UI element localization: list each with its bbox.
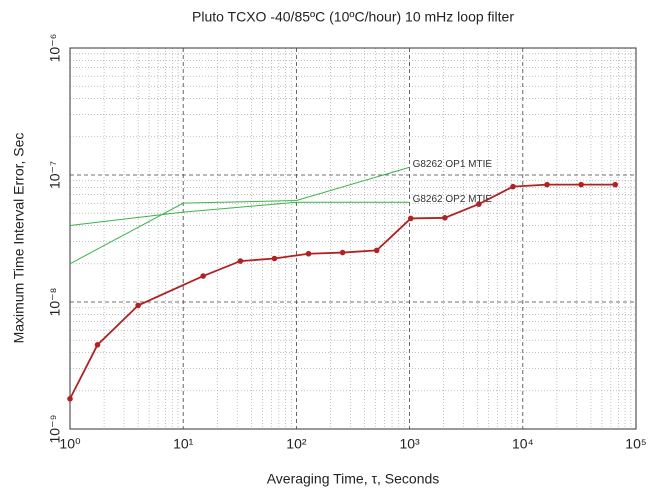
data-point xyxy=(95,342,101,348)
data-point xyxy=(67,396,73,402)
data-point xyxy=(200,273,206,279)
data-point xyxy=(544,182,550,188)
data-point xyxy=(476,201,482,207)
x-tick-label: 10⁵ xyxy=(625,436,646,452)
data-point xyxy=(578,182,584,188)
x-axis-label: Averaging Time, τ, Seconds xyxy=(267,471,440,487)
series-annotation: G8262 OP1 MTIE xyxy=(413,159,493,170)
chart: Pluto TCXO -40/85ºC (10ºC/hour) 10 mHz l… xyxy=(0,0,649,494)
x-tick-label: 10¹ xyxy=(173,436,194,452)
data-point xyxy=(135,303,141,309)
x-tick-label: 10⁴ xyxy=(512,436,534,452)
y-tick-label: 10⁻⁸ xyxy=(47,287,63,316)
data-point xyxy=(340,250,346,256)
x-tick-label: 10³ xyxy=(399,436,420,452)
y-axis-label: Maximum Time Interval Error, Sec xyxy=(11,133,27,344)
data-point xyxy=(374,248,380,254)
data-point xyxy=(238,258,244,264)
y-tick-label: 10⁻⁹ xyxy=(47,415,63,444)
data-point xyxy=(408,216,414,222)
background xyxy=(0,0,649,494)
y-tick-label: 10⁻⁶ xyxy=(47,34,63,63)
data-point xyxy=(442,215,448,221)
data-point xyxy=(510,184,516,190)
y-tick-label: 10⁻⁷ xyxy=(47,161,63,189)
chart-title: Pluto TCXO -40/85ºC (10ºC/hour) 10 mHz l… xyxy=(192,9,514,25)
data-point xyxy=(272,256,278,262)
data-point xyxy=(306,251,312,257)
data-point xyxy=(612,182,618,188)
x-tick-label: 10² xyxy=(286,436,307,452)
